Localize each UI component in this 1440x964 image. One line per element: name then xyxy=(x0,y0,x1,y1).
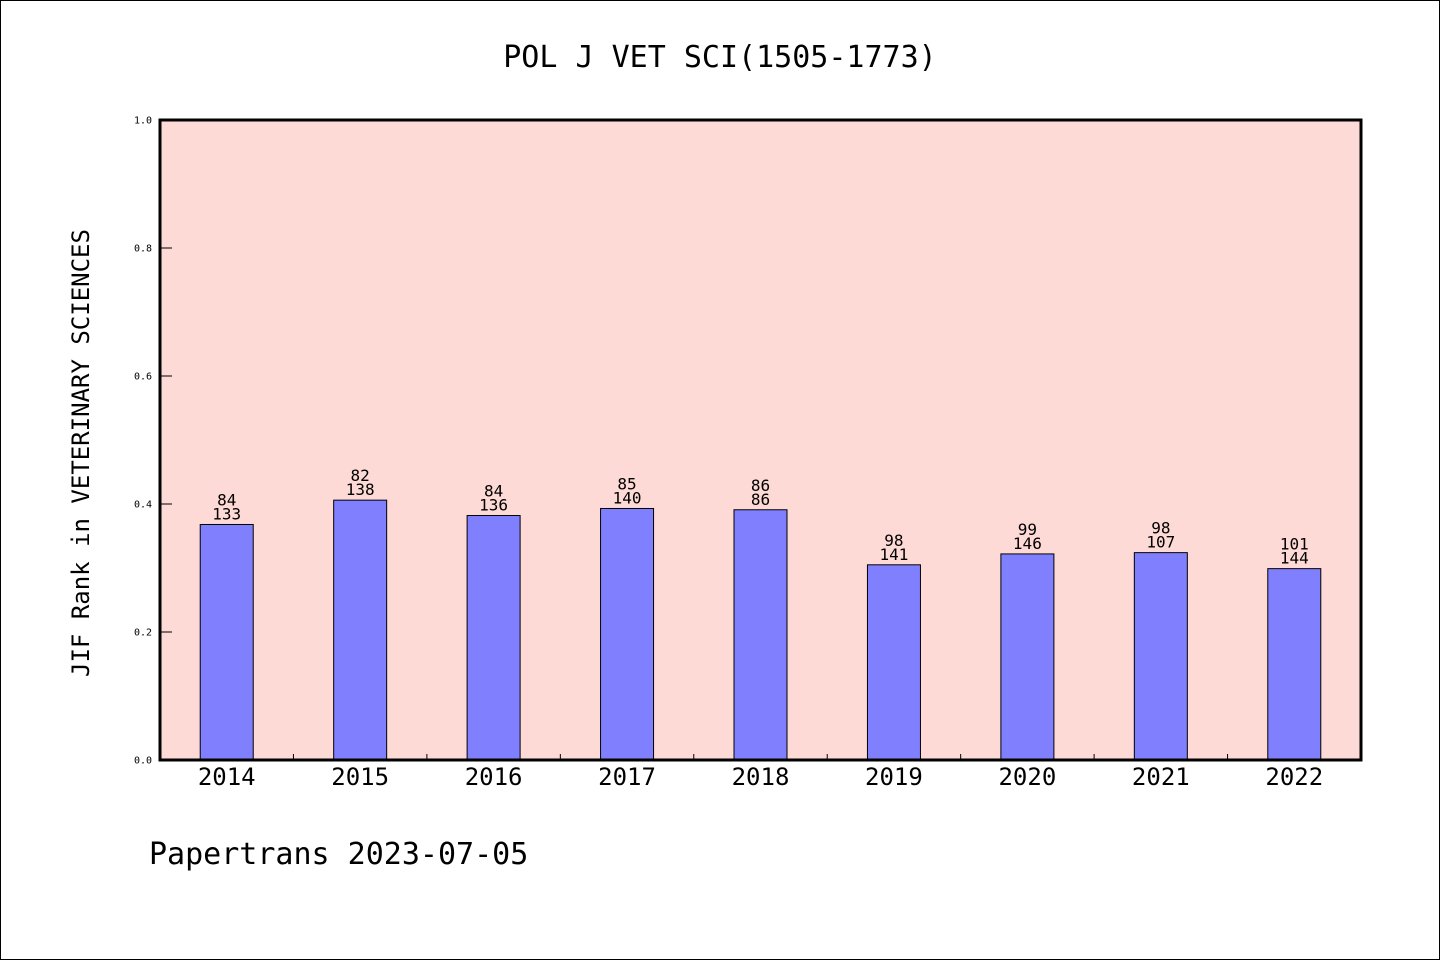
bar-total-label: 107 xyxy=(1146,533,1175,552)
bar-rank-label: 98 xyxy=(1151,519,1170,538)
plot-border xyxy=(158,118,1363,762)
x-tick-label: 2014 xyxy=(198,763,256,791)
bar-2018 xyxy=(733,509,788,761)
bar-2021 xyxy=(1133,552,1188,761)
bar-rank-label: 86 xyxy=(751,476,770,495)
x-tick-label: 2020 xyxy=(998,763,1056,791)
y-tick-label: 0.2 xyxy=(134,628,152,639)
x-tick-label: 2016 xyxy=(465,763,523,791)
bar-total-label: 140 xyxy=(613,488,642,507)
bar-rank-label: 101 xyxy=(1280,535,1309,554)
x-axis-ticks: 2014 2015 2016 2017 2018 2019 2020 2021 2022 xyxy=(198,754,1323,791)
bar-rank-label: 84 xyxy=(484,482,503,501)
bar-2015 xyxy=(333,499,388,761)
bar-2020 xyxy=(1000,553,1055,761)
y-tick-label: 0.0 xyxy=(134,756,152,767)
x-tick-label: 2021 xyxy=(1132,763,1190,791)
y-tick-label: 0.4 xyxy=(134,500,152,511)
bar-rank-label: 99 xyxy=(1018,520,1037,539)
bar-total-label: 133 xyxy=(212,504,241,523)
bars xyxy=(199,499,1322,761)
bar-2014 xyxy=(199,523,254,761)
x-tick-label: 2019 xyxy=(865,763,923,791)
y-tick-label: 0.8 xyxy=(134,244,152,255)
bar-2019 xyxy=(866,564,921,761)
x-tick-label: 2017 xyxy=(598,763,656,791)
chart-title: POL J VET SCI(1505-1773) xyxy=(503,40,936,75)
bar-2022 xyxy=(1267,568,1322,761)
bar-total-label: 86 xyxy=(751,490,770,509)
x-tick-label: 2018 xyxy=(732,763,790,791)
y-tick-label: 0.6 xyxy=(134,372,152,383)
x-tick-label: 2022 xyxy=(1265,763,1323,791)
bar-rank-label: 84 xyxy=(217,490,236,509)
footer-text: Papertrans 2023-07-05 xyxy=(149,837,528,872)
bar-total-label: 144 xyxy=(1280,549,1309,568)
y-tick-label: 1.0 xyxy=(134,116,152,127)
bar-total-label: 136 xyxy=(479,496,508,515)
bar-total-label: 141 xyxy=(879,545,908,564)
bar-rank-label: 82 xyxy=(351,466,370,485)
bar-total-label: 138 xyxy=(346,480,375,499)
x-tick-label: 2015 xyxy=(331,763,389,791)
bar-2017 xyxy=(600,507,655,761)
y-axis-label: JIF Rank in VETERINARY SCIENCES xyxy=(67,229,95,677)
bar-total-label: 146 xyxy=(1013,534,1042,553)
bar-rank-label: 98 xyxy=(884,531,903,550)
bar-rank-label: 85 xyxy=(617,474,636,493)
bar-2016 xyxy=(466,515,521,761)
